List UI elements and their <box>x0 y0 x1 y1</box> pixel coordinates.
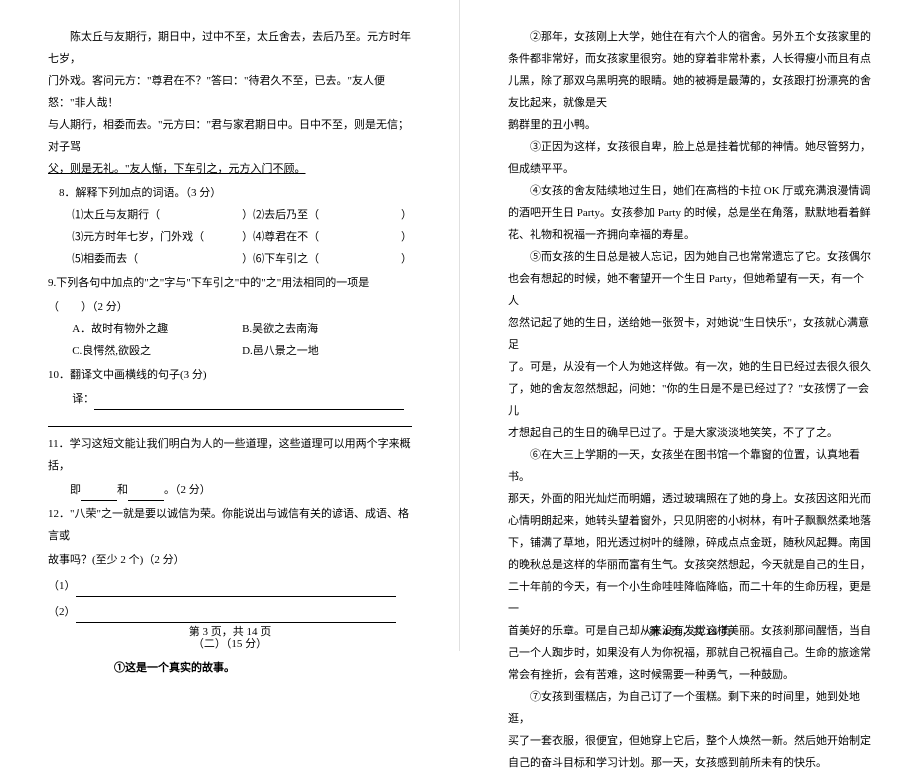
para-6b: 那天，外面的阳光灿烂而明媚，透过玻璃照在了她的身上。女孩因这阳光而 <box>508 488 872 510</box>
para-2d: 鹅群里的丑小鸭。 <box>508 114 872 136</box>
blank-line <box>94 395 404 410</box>
passage-line: 陈太丘与友期行，期日中，过中不至，太丘舍去，去后乃至。元方时年七岁， <box>48 26 412 70</box>
q8-row-1: ⑴太丘与友期行（ ）⑵去后乃至（ ） <box>72 204 412 226</box>
text: ）⑹下车引之（ <box>242 253 319 265</box>
question-9: 9.下列各句中加点的"之"字与"下车引之"中的"之"用法相同的一项是 <box>48 272 412 294</box>
para-6d: 下，铺满了草地，阳光透过树叶的缝隙，碎成点点金斑，随秋风起舞。南国 <box>508 532 872 554</box>
question-8: 8．解释下列加点的词语。（3 分） <box>48 182 412 204</box>
para-2c: 儿黑，除了那双乌黑明亮的眼睛。她的被褥是最薄的，女孩跟打扮漂亮的舍友比起来，就像… <box>508 70 872 114</box>
text: ） <box>401 204 412 226</box>
para-4a: ④女孩的舍友陆续地过生日，她们在高档的卡拉 OK 厅或充满浪漫情调 <box>508 180 872 202</box>
text: ⑶元方时年七岁，门外戏（ <box>72 231 204 243</box>
para-5b: 也会有想起的时候，她不奢望开一个生日 Party，但她希望有一天，有一个人 <box>508 268 872 312</box>
rule-line <box>48 426 412 427</box>
page-right: ②那年，女孩刚上大学，她住在有六个人的宿舍。另外五个女孩家里的 条件都非常好，而… <box>460 0 920 651</box>
para-4b: 的酒吧开生日 Party。女孩参加 Party 的时候，总是坐在角落，默默地看着… <box>508 202 872 224</box>
para-5c: 忽然记起了她的生日，送给她一张贺卡，对她说"生日快乐"，女孩就心满意足 <box>508 312 872 356</box>
q8-row-3: ⑸相委而去（ ）⑹下车引之（ ） <box>72 248 412 270</box>
underlined-text: 父，则是无礼。"友人惭，下车引之，元方入门不顾。 <box>48 163 306 175</box>
para-6c: 心情明朗起来，她转头望着窗外，只见阴密的小树林，有叶子飘飘然柔地落 <box>508 510 872 532</box>
para-4c: 花、礼物和祝福一齐拥向幸福的寿星。 <box>508 224 872 246</box>
text: ⑸相委而去（ <box>72 253 138 265</box>
text: ）⑷尊君在不（ <box>242 231 319 243</box>
q8-item-1: ⑴太丘与友期行（ <box>72 204 242 226</box>
q8-item-2: ）⑵去后乃至（ ） <box>242 204 412 226</box>
text: ⑴太丘与友期行（ <box>72 209 160 221</box>
question-10: 10．翻译文中画横线的句子(3 分) <box>48 364 412 386</box>
q12-blank-2: （2） <box>48 601 412 623</box>
para-5e: 了，她的舍友忽然想起，问她："你的生日是不是已经过了？"女孩愣了一会儿 <box>508 378 872 422</box>
para-6h: 己一个人踟步时，如果没有人为你祝福，那就自己祝福自己。生命的旅途常 <box>508 642 872 664</box>
blank-line <box>76 582 396 597</box>
para-2a: ②那年，女孩刚上大学，她住在有六个人的宿舍。另外五个女孩家里的 <box>508 26 872 48</box>
text: ） <box>401 226 412 248</box>
para-5d: 了。可是，从没有一个人为她这样做。有一次，她的生日已经过去很久很久 <box>508 356 872 378</box>
blank <box>128 486 164 501</box>
para-5f: 才想起自己的生日的确早已过了。于是大家淡淡地笑笑，不了了之。 <box>508 422 872 444</box>
blank <box>81 486 117 501</box>
text: 译： <box>72 393 94 405</box>
text: 和 <box>117 484 128 496</box>
para-6e: 的晚秋总是这样的华丽而富有生气。女孩突然想起，今天就是自己的生日， <box>508 554 872 576</box>
para-7a: ⑦女孩到蛋糕店，为自己订了一个蛋糕。剩下来的时间里，她到处地逛， <box>508 686 872 730</box>
para-3b: 但成绩平平。 <box>508 158 872 180</box>
q9-options-row2: C.良愕然,欲殴之 D.邑八景之一地 <box>72 340 412 362</box>
para-3a: ③正因为这样，女孩很自卑，脸上总是挂着忧郁的神情。她尽管努力， <box>508 136 872 158</box>
option-c: C.良愕然,欲殴之 <box>72 340 242 362</box>
question-9b: （ ）（2 分） <box>48 296 412 318</box>
q9-options-row1: A．故时有物外之趣 B.吴欲之去南海 <box>72 318 412 340</box>
translate-line: 译： <box>72 388 412 410</box>
para-2b: 条件都非常好，而女孩家里很穷。她的穿着非常朴素，人长得瘦小而且有点 <box>508 48 872 70</box>
q8-row-2: ⑶元方时年七岁，门外戏（ ）⑷尊君在不（ ） <box>72 226 412 248</box>
para-7c: 自己的奋斗目标和学习计划。那一天，女孩感到前所未有的快乐。 <box>508 752 872 774</box>
text: 即 <box>70 484 81 496</box>
q8-item-4: ）⑷尊君在不（ ） <box>242 226 412 248</box>
text: 与人期行，相委而去。"元方曰："君与家君期日中。日中不至，则是无信；对子骂 <box>48 119 409 153</box>
text: ）⑵去后乃至（ <box>242 209 319 221</box>
para-6f: 二十年前的今天，有一个小生命哇哇降临降临，而二十年的生命历程，更是一 <box>508 576 872 620</box>
text: ） <box>401 248 412 270</box>
passage-line: 与人期行，相委而去。"元方曰："君与家君期日中。日中不至，则是无信；对子骂 <box>48 114 412 158</box>
option-b: B.吴欲之去南海 <box>242 318 412 340</box>
para-5a: ⑤而女孩的生日总是被人忘记，因为她自己也常常遗忘了它。女孩偶尔 <box>508 246 872 268</box>
q8-item-3: ⑶元方时年七岁，门外戏（ <box>72 226 242 248</box>
q8-item-6: ）⑹下车引之（ ） <box>242 248 412 270</box>
para-7b: 买了一套衣服，很便宜，但她穿上它后，整个人焕然一新。然后她开始制定 <box>508 730 872 752</box>
page-left: 陈太丘与友期行，期日中，过中不至，太丘舍去，去后乃至。元方时年七岁， 门外戏。客… <box>0 0 460 651</box>
option-d: D.邑八景之一地 <box>242 340 412 362</box>
text: 。（2 分） <box>164 484 211 496</box>
text: （2） <box>48 606 76 618</box>
question-11b: 即 和 。（2 分） <box>48 479 412 501</box>
option-a: A．故时有物外之趣 <box>72 318 242 340</box>
footer-left: 第 3 页，共 14 页 <box>0 621 460 643</box>
question-12: 12．"八荣"之一就是要以诚信为荣。你能说出与诚信有关的谚语、成语、格言或 <box>48 503 412 547</box>
passage-line: 父，则是无礼。"友人惭，下车引之，元方入门不顾。 <box>48 158 412 180</box>
question-12b: 故事吗？(至少 2 个)（2 分） <box>48 549 412 571</box>
q12-blank-1: （1） <box>48 575 412 597</box>
story-opening: ①这是一个真实的故事。 <box>48 657 412 679</box>
passage-line: 门外戏。客问元方："尊君在不？"答曰："待君久不至，已去。"友人便怒："非人哉！ <box>48 70 412 114</box>
question-11: 11．学习这短文能让我们明白为人的一些道理，这些道理可以用两个字来概括， <box>48 433 412 477</box>
q8-item-5: ⑸相委而去（ <box>72 248 242 270</box>
text: （1） <box>48 580 76 592</box>
footer-right: 第 4 页，共 14 页 <box>460 621 920 643</box>
para-6i: 常会有挫折，会有苦难，这时候需要一种勇气，一种鼓励。 <box>508 664 872 686</box>
para-6a: ⑥在大三上学期的一天，女孩坐在图书馆一个靠窗的位置，认真地看书。 <box>508 444 872 488</box>
